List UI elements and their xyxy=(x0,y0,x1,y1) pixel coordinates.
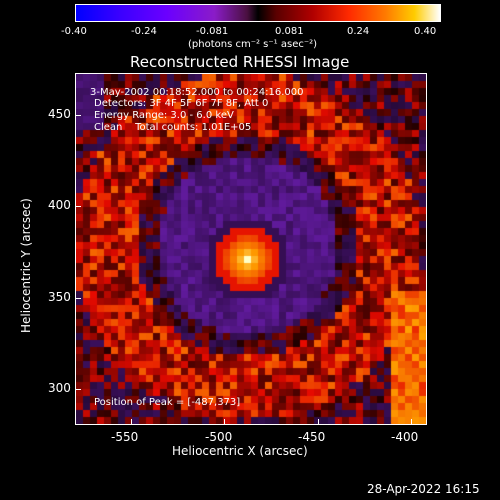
annotation-energy: Energy Range: 3.0 - 6.0 keV xyxy=(94,110,234,121)
y-tick-label: 350 xyxy=(48,290,71,304)
annotation-clean: Clean Total counts: 1.01E+05 xyxy=(94,122,252,133)
colorbar-tick: 0.24 xyxy=(347,26,370,37)
y-tick-label: 400 xyxy=(48,198,71,212)
y-tick-label: 300 xyxy=(48,381,71,395)
x-tick-label: -400 xyxy=(391,430,419,444)
x-tick-mark xyxy=(318,419,319,425)
y-tick-mark xyxy=(75,298,81,299)
annotation-time: 3-May-2002 00:18:52.000 to 00:24:16.000 xyxy=(90,87,304,98)
annotation-detectors: Detectors: 3F 4F 5F 6F 7F 8F, Att 0 xyxy=(94,98,269,109)
y-axis-label: Heliocentric Y (arcsec) xyxy=(19,198,33,333)
colorbar-tick: -0.24 xyxy=(131,26,157,37)
colorbar-tick: 0.081 xyxy=(275,26,304,37)
x-tick-label: -450 xyxy=(298,430,326,444)
y-tick-mark xyxy=(75,115,81,116)
x-axis-label: Heliocentric X (arcsec) xyxy=(172,444,308,458)
x-tick-label: -550 xyxy=(111,430,139,444)
x-tick-mark xyxy=(131,419,132,425)
colorbar-tick: -0.40 xyxy=(61,26,87,37)
annotation-peak: Position of Peak = [-487,373] xyxy=(94,397,241,408)
image-title: Reconstructed RHESSI Image xyxy=(130,53,350,71)
x-tick-mark xyxy=(224,419,225,425)
colorbar-tick: 0.40 xyxy=(414,26,437,37)
y-tick-mark xyxy=(75,206,81,207)
y-tick-label: 450 xyxy=(48,107,71,121)
colorbar-units: (photons cm⁻² s⁻¹ asec⁻²) xyxy=(188,39,318,50)
x-tick-label: -500 xyxy=(205,430,233,444)
colorbar-tick: -0.081 xyxy=(196,26,229,37)
image-canvas xyxy=(76,74,426,424)
rhessi-image xyxy=(75,73,427,425)
timestamp: 28-Apr-2022 16:15 xyxy=(367,482,480,496)
colorbar xyxy=(75,4,441,22)
y-tick-mark xyxy=(75,389,81,390)
x-tick-mark xyxy=(411,419,412,425)
